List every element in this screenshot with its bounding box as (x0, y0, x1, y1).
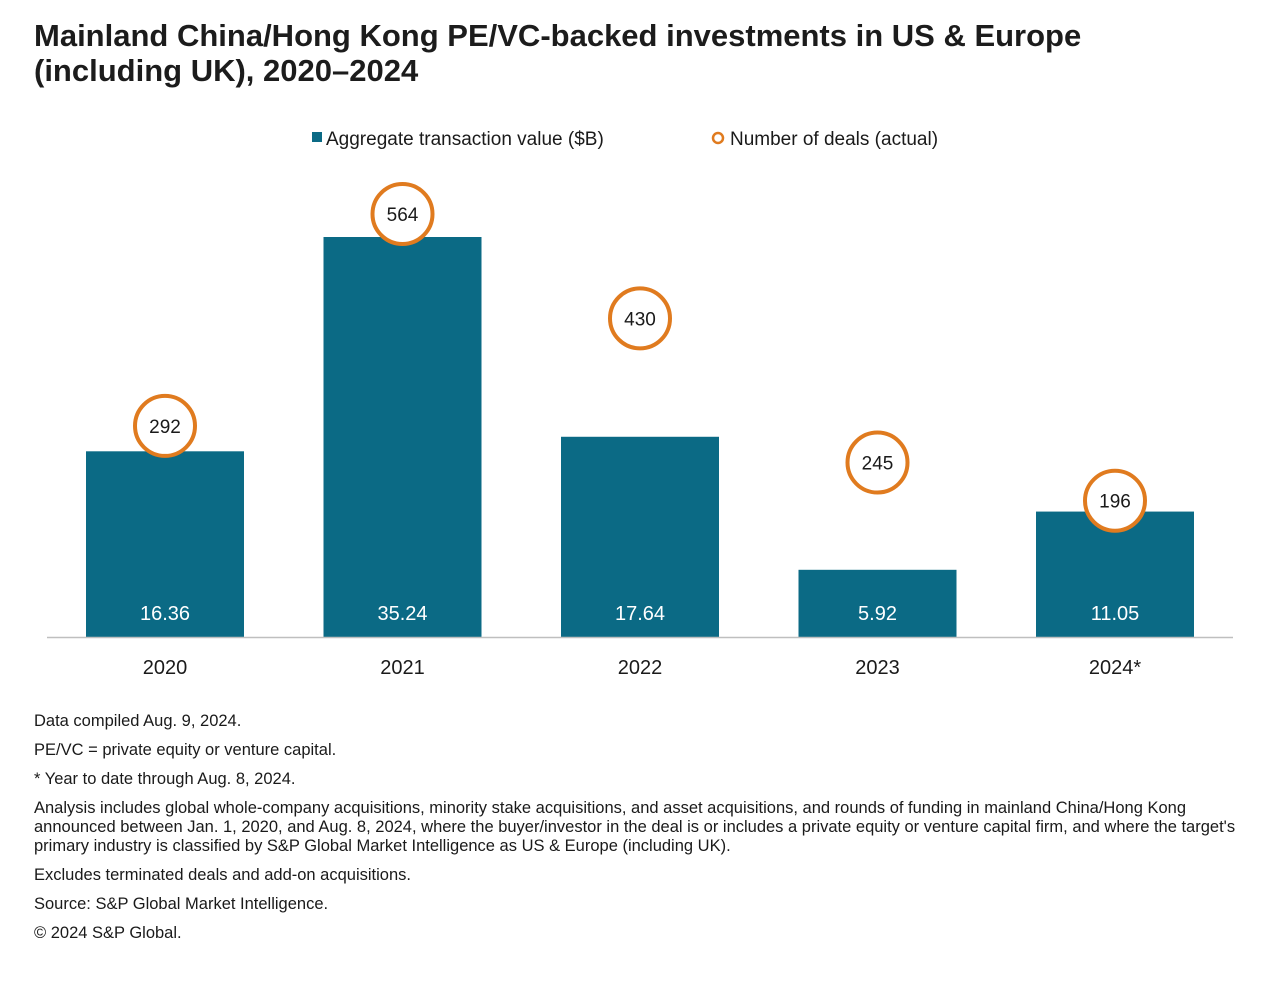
legend-bar-swatch (312, 132, 322, 142)
legend-circle-label: Number of deals (actual) (730, 129, 938, 150)
bar-2021 (323, 237, 482, 637)
x-tick-label-2020: 2020 (143, 657, 188, 679)
chart-title-line-2: (including UK), 2020–2024 (34, 53, 419, 88)
note-pevc-definition: PE/VC = private equity or venture capita… (34, 741, 337, 759)
deal-circle-2024 (1083, 468, 1147, 533)
deal-circle-2021 (370, 181, 435, 246)
deal-circle-2023 (845, 430, 910, 495)
bars-layer: 16.36 35.24 17.64 5.92 11.05 (86, 237, 1194, 637)
deal-count-label-2024: 196 (1099, 492, 1131, 513)
deal-circle-2022 (608, 286, 672, 351)
x-tick-label-2024: 2024* (1089, 657, 1141, 679)
deal-markers-layer: 292 564 430 245 196 (133, 181, 1147, 533)
note-ytd: * Year to date through Aug. 8, 2024. (34, 770, 296, 788)
note-source: Source: S&P Global Market Intelligence. (34, 895, 329, 913)
deal-count-label-2023: 245 (862, 454, 894, 475)
x-tick-label-2021: 2021 (380, 657, 425, 679)
bar-chart: Aggregate transaction value ($B) Number o… (47, 129, 1233, 679)
bar-2023 (798, 569, 957, 637)
x-tick-label-2023: 2023 (855, 657, 900, 679)
deal-count-label-2022: 430 (624, 309, 656, 330)
legend-circle-swatch (711, 131, 725, 145)
footnotes: Data compiled Aug. 9, 2024. PE/VC = priv… (34, 712, 1259, 953)
x-tick-label-2022: 2022 (618, 657, 663, 679)
bar-value-label-2023: 5.92 (858, 603, 897, 625)
bar-2022 (561, 436, 719, 637)
bar-2020 (86, 451, 244, 637)
bar-value-label-2021: 35.24 (377, 603, 427, 625)
legend: Aggregate transaction value ($B) Number o… (312, 129, 938, 150)
bar-value-label-2020: 16.36 (140, 603, 190, 625)
chart-title: Mainland China/Hong Kong PE/VC-backed in… (34, 18, 1234, 88)
bar-value-label-2022: 17.64 (615, 603, 665, 625)
chart-title-line-1: Mainland China/Hong Kong PE/VC-backed in… (34, 18, 1082, 53)
note-date-compiled: Data compiled Aug. 9, 2024. (34, 712, 242, 730)
note-exclusions: Excludes terminated deals and add-on acq… (34, 866, 411, 884)
x-tick-labels: 2020 2021 2022 2023 2024* (143, 657, 1142, 679)
bar-value-label-2024: 11.05 (1091, 603, 1140, 625)
note-copyright: © 2024 S&P Global. (34, 924, 182, 942)
legend-bar-label: Aggregate transaction value ($B) (326, 129, 604, 150)
note-methodology: Analysis includes global whole-company a… (34, 799, 1236, 855)
deal-circle-2020 (133, 393, 197, 458)
deal-count-label-2020: 292 (149, 417, 181, 438)
deal-count-label-2021: 564 (387, 205, 419, 226)
